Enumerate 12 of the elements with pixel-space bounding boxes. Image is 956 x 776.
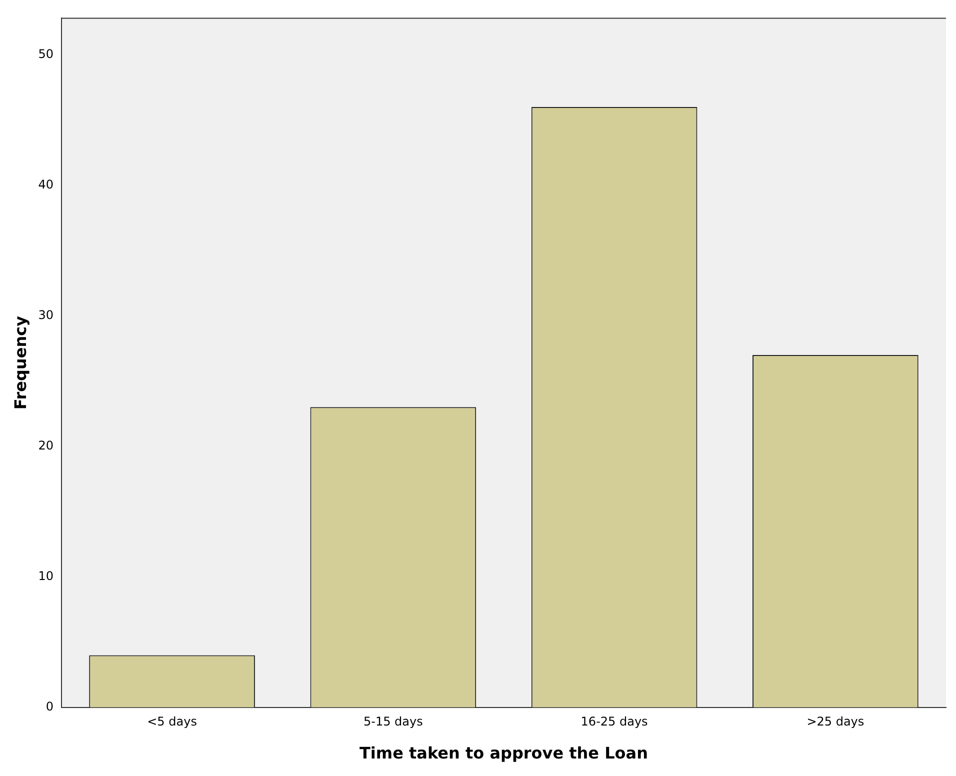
x-tick-label: <5 days	[147, 714, 197, 729]
x-tick-label: 16-25 days	[580, 714, 648, 729]
y-tick-label: 10	[38, 568, 54, 583]
y-tick-label: 20	[38, 438, 54, 452]
y-tick-label: 0	[46, 700, 54, 714]
x-tick-label: 5-15 days	[363, 714, 423, 729]
y-tick-label: 30	[38, 308, 54, 322]
y-tick-label: 40	[38, 177, 54, 192]
x-axis-title: Time taken to approve the Loan	[360, 744, 648, 763]
y-axis-title: Frequency	[10, 315, 30, 410]
x-tick-label: >25 days	[806, 714, 864, 729]
y-tick-label: 50	[38, 46, 54, 61]
